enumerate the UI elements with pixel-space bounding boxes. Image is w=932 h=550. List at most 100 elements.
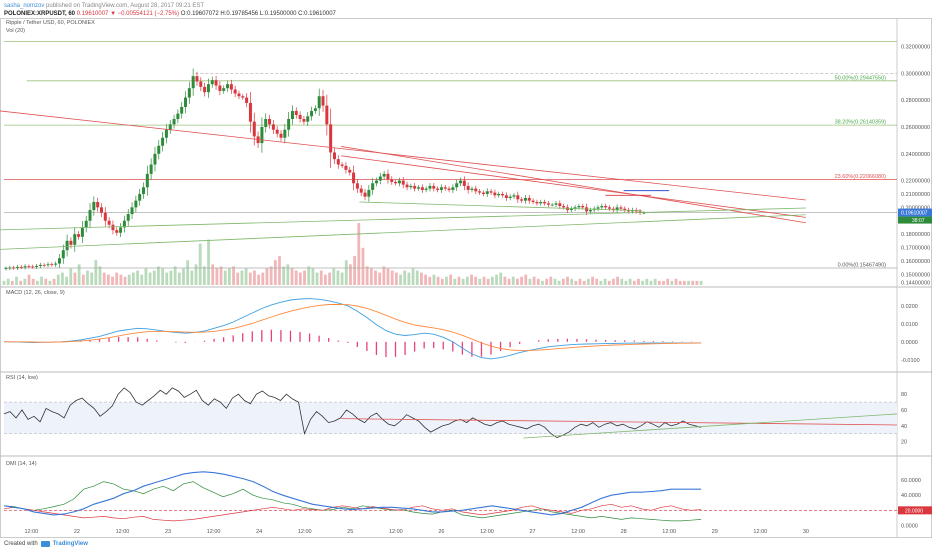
volume-bar (31, 278, 35, 285)
candle-body (73, 234, 77, 245)
volume-bar (273, 260, 277, 285)
footer: Created with TradingView (0, 538, 932, 550)
candle-body (539, 201, 543, 204)
candle-body (27, 266, 31, 268)
time-axis-tick: 12:00 (24, 529, 38, 535)
volume-bar (461, 278, 465, 285)
macd-axis-tick: 0.0000 (901, 340, 918, 346)
candle-body (401, 180, 405, 185)
volume-bar (182, 268, 185, 285)
time-axis-tick: 24 (256, 529, 262, 535)
candle-body (497, 193, 501, 196)
created-with-text: Created with (4, 541, 38, 547)
volume-bar (628, 278, 632, 285)
candle-body (459, 180, 463, 184)
candle-body (203, 86, 207, 93)
volume-bar (545, 278, 549, 285)
chart-header: sasha_nomzov published on TradingView.co… (4, 2, 336, 18)
candle-body (439, 187, 443, 190)
candle-body (65, 240, 69, 251)
volume-bar (140, 274, 144, 285)
candle-body (252, 121, 256, 137)
candle-body (96, 201, 100, 208)
candle-body (604, 206, 608, 208)
volume-bar (553, 278, 557, 285)
volume-bar (541, 280, 544, 285)
candle-body (80, 227, 84, 237)
candle-body (237, 93, 241, 97)
candle-body (436, 188, 440, 190)
last-price-tag (898, 208, 932, 217)
volume-bar (86, 270, 89, 285)
candle-body (54, 263, 58, 265)
candle-body (390, 179, 394, 182)
volume-bar (394, 272, 398, 285)
candle-body (638, 211, 642, 213)
time-axis-tick: 23 (165, 529, 171, 535)
tradingview-brand[interactable]: TradingView (52, 541, 88, 547)
time-axis-tick: 26 (438, 529, 444, 535)
candle-body (157, 145, 161, 154)
candle-body (126, 214, 130, 221)
volume-bar (645, 278, 649, 285)
candle-body (294, 110, 298, 115)
volume-bar (27, 274, 31, 285)
publish-info: published on TradingView.com, August 28,… (46, 3, 205, 9)
volume-bar (390, 270, 394, 285)
author-link[interactable]: sasha_nomzov (4, 3, 45, 9)
volume-bar (244, 268, 248, 285)
volume-bar (632, 280, 636, 285)
volume-bar (353, 256, 357, 285)
volume-bar (591, 276, 594, 285)
candle-body (359, 188, 363, 193)
price-axis-tick: 0.20000000 (901, 205, 930, 211)
candle-body (99, 207, 103, 213)
rsi-pane-label: RSI (14, low) (6, 375, 38, 381)
candle-body (241, 96, 245, 98)
volume-bar (15, 276, 18, 285)
candle-body (363, 192, 367, 197)
macd-axis-tick: 0.0200 (901, 304, 918, 310)
candle-body (409, 185, 413, 188)
candle-body (481, 192, 485, 194)
volume-bar (470, 274, 473, 285)
volume-bar (52, 278, 56, 285)
fib-level-label: 38.20%(0.26140359) (835, 120, 887, 126)
volume-bar (399, 274, 402, 285)
minus-di-line (3, 503, 702, 522)
volume-bar (253, 270, 256, 285)
volume-bar (566, 276, 569, 285)
candle-body (489, 191, 493, 193)
volume-bar (232, 266, 235, 285)
candle-body (226, 84, 230, 89)
candle-body (184, 97, 188, 107)
volume-bar (136, 270, 139, 285)
candle-body (260, 127, 264, 144)
price-axis-tick: 0.14400000 (901, 280, 930, 286)
volume-bar (119, 274, 123, 285)
volume-bar (666, 278, 670, 285)
green-trendline (0, 214, 806, 250)
price-axis-tick: 0.17000000 (901, 246, 930, 252)
candle-body (374, 180, 378, 184)
candle-body (546, 203, 550, 205)
volume-bar (678, 280, 682, 285)
volume-bar (453, 278, 457, 285)
volume-bar (127, 274, 131, 285)
quote-line: POLONIEX:XRPUSDT, 60 0.19610007 ▼ −0.005… (4, 10, 336, 18)
candle-body (443, 187, 447, 189)
candle-body (520, 199, 524, 201)
volume-bar (90, 272, 94, 285)
candle-body (145, 173, 149, 188)
candle-body (493, 192, 497, 196)
candle-body (447, 188, 451, 190)
volume-bar (332, 268, 336, 285)
candle-body (623, 208, 627, 211)
volume-bar (248, 272, 252, 285)
candle-body (50, 264, 54, 266)
volume-bar (94, 260, 98, 285)
price-axis-tick: 0.24000000 (901, 152, 930, 158)
volume-bar (603, 278, 607, 285)
candle-body (424, 188, 428, 190)
volume-bar (219, 266, 223, 285)
